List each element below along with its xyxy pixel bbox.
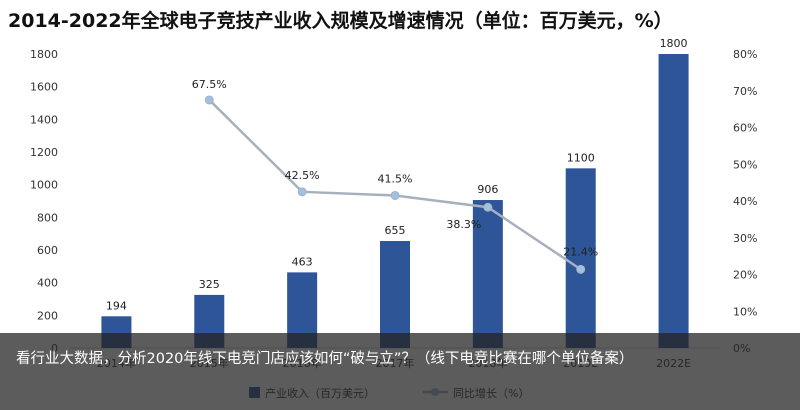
bar-value-label: 1100 (567, 151, 595, 164)
line-labels: 67.5% 42.5% 41.5% 38.3% 21.4% (192, 78, 598, 258)
growth-value-label: 41.5% (378, 172, 413, 185)
left-axis: 020040060080010001200140016001800 (30, 48, 58, 355)
right-tick-label: 10% (733, 305, 757, 318)
left-tick-label: 1000 (30, 179, 58, 192)
bar-value-label: 194 (106, 299, 127, 312)
bar (472, 200, 503, 348)
left-tick-label: 200 (37, 309, 58, 322)
bar (658, 54, 689, 348)
right-tick-label: 70% (733, 85, 757, 98)
growth-value-label: 42.5% (285, 169, 320, 182)
growth-value-label: 67.5% (192, 78, 227, 91)
left-tick-label: 600 (37, 244, 58, 257)
left-tick-label: 1600 (30, 81, 58, 94)
growth-point (297, 187, 307, 197)
left-tick-label: 1400 (30, 113, 58, 126)
left-tick-label: 800 (37, 211, 58, 224)
bar-value-label: 906 (477, 183, 498, 196)
left-tick-label: 400 (37, 277, 58, 290)
bar-value-label: 655 (385, 224, 406, 237)
bar-value-label: 1800 (660, 37, 688, 50)
right-tick-label: 30% (733, 232, 757, 245)
growth-point (204, 95, 214, 105)
right-tick-label: 60% (733, 122, 757, 135)
bar-labels: 194 325 463 655 906 1100 1800 (106, 37, 688, 312)
bar (380, 241, 410, 348)
growth-point (576, 264, 586, 274)
right-tick-label: 40% (733, 195, 757, 208)
chart-title: 2014-2022年全球电子竞技产业收入规模及增速情况（单位：百万美元，%） (8, 10, 673, 32)
right-axis: 0%10%20%30%40%50%60%70%80% (733, 48, 757, 355)
right-tick-label: 20% (733, 269, 757, 282)
bar-series (101, 54, 689, 348)
right-tick-label: 80% (733, 48, 757, 61)
growth-point (390, 190, 400, 200)
bar-value-label: 325 (199, 278, 220, 291)
growth-value-label: 38.3% (446, 218, 481, 231)
bar (565, 168, 596, 348)
caption-overlay: 看行业大数据，分析2020年线下电竞门店应该如何“破与立”？（线下电竞比赛在哪个… (0, 333, 800, 410)
right-tick-label: 50% (733, 158, 757, 171)
growth-value-label: 21.4% (563, 245, 598, 258)
left-tick-label: 1200 (30, 146, 58, 159)
bar-value-label: 463 (292, 255, 313, 268)
growth-point (483, 202, 493, 212)
left-tick-label: 1800 (30, 48, 58, 61)
line-series (204, 95, 586, 274)
